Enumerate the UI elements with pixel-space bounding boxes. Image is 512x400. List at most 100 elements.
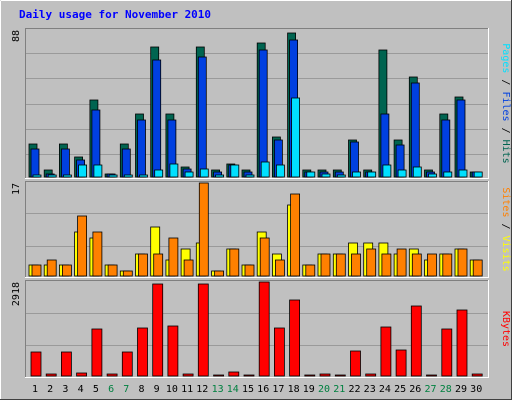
day-label: 15 [242,384,254,395]
legend-visits-label: Visits [500,236,511,272]
pages-bar [154,169,164,178]
day-label: 17 [272,384,284,395]
sites-bar [472,259,483,277]
day-label: 4 [78,384,84,395]
legend-kbytes-label: KBytes [500,311,511,347]
kbytes-bar [228,371,240,377]
kbytes-bar [182,373,194,377]
kbytes-bar [273,327,285,377]
legend-separator: / [500,217,511,235]
files-bar [456,99,466,178]
pages-bar [199,168,209,178]
kbytes-bar [106,373,118,377]
sites-bar [351,253,361,277]
day-label: 2 [47,384,53,395]
day-label: 6 [108,384,114,395]
pages-bar [321,173,331,178]
day-label: 27 [424,384,436,395]
kbytes-bar [471,373,483,377]
sites-bar [244,264,255,277]
day-label: 26 [409,384,421,395]
y-max-label: 88 [11,30,22,42]
kbytes-bar [243,374,255,377]
day-label: 22 [348,384,360,395]
pages-bar [428,173,437,178]
files-bar [441,119,451,178]
day-label: 21 [333,384,345,395]
day-label: 14 [227,384,239,395]
pages-bar [473,171,483,178]
kbytes-bar [426,374,437,377]
sites-bar [92,231,103,277]
sites-bar [107,264,118,277]
sites-bar [274,259,285,277]
files-bar [61,148,70,178]
pages-bar [47,174,57,178]
kbytes-bar [380,326,392,377]
sites-bar [77,215,87,277]
legend-3: KBytes [500,311,511,347]
pages-bar [245,174,255,178]
kbytes-bar [365,373,377,377]
sites-bar [122,270,133,277]
sites-bar [138,253,148,277]
kbytes-bar [319,373,331,377]
pages-bar [63,174,72,178]
y-max-label: 17 [11,183,22,195]
day-label: 10 [166,384,178,395]
files-bar [137,119,146,178]
panel-1: 88 Pages / Files / Hits [11,28,511,179]
panel-2: 17 Sites / Visits [11,181,511,278]
pages-bar [306,171,316,178]
kbytes-bar [45,373,57,377]
pages-bar [275,164,285,178]
legend-separator: / [500,122,511,140]
sites-bar [442,253,453,277]
pages-bar [412,166,422,178]
kbytes-bar [76,372,87,377]
day-label: 28 [440,384,452,395]
pages-bar [352,171,361,178]
sites-bar [366,248,377,277]
sites-bar [153,253,164,277]
legend-2: Sites / Visits [500,187,511,271]
files-bar [197,56,207,178]
day-label: 30 [470,384,482,395]
kbytes-bar [395,349,407,377]
sites-bar [335,253,346,277]
day-label: 12 [196,384,208,395]
kbytes-bar [121,351,133,377]
sites-bar [305,264,316,277]
sites-bar [411,253,422,277]
panel-3: 2918 KBytes [11,280,511,378]
kbytes-bar [167,325,179,377]
pages-bar [367,171,377,178]
kbytes-bar [441,328,453,377]
pages-bar [336,174,346,178]
sites-bar [427,253,437,277]
sites-bar [396,248,407,277]
pages-bar [382,164,392,178]
pages-bar [184,171,194,178]
files-bar [152,59,162,178]
pages-bar [123,174,133,178]
kbytes-bar [334,374,346,377]
pages-bar [215,174,225,178]
sites-bar [259,237,270,277]
kbytes-bar [30,351,42,377]
pages-bar [32,174,42,178]
sites-bar [457,248,468,277]
sites-bar [46,259,57,277]
day-label: 11 [181,384,193,395]
files-bar [121,148,131,178]
day-label: 13 [212,384,224,395]
kbytes-bar [350,350,361,377]
kbytes-bar [197,283,209,377]
pages-bar [443,171,453,178]
sites-bar [381,253,392,277]
day-label: 7 [123,384,129,395]
day-label: 9 [154,384,160,395]
kbytes-bar [152,283,164,377]
x-axis-labels: 1 2 3 4 5 6 7 8 9 10 11 12 13 14 15 16 17 18 19 20 21 22 23 24 2… [32,384,482,395]
